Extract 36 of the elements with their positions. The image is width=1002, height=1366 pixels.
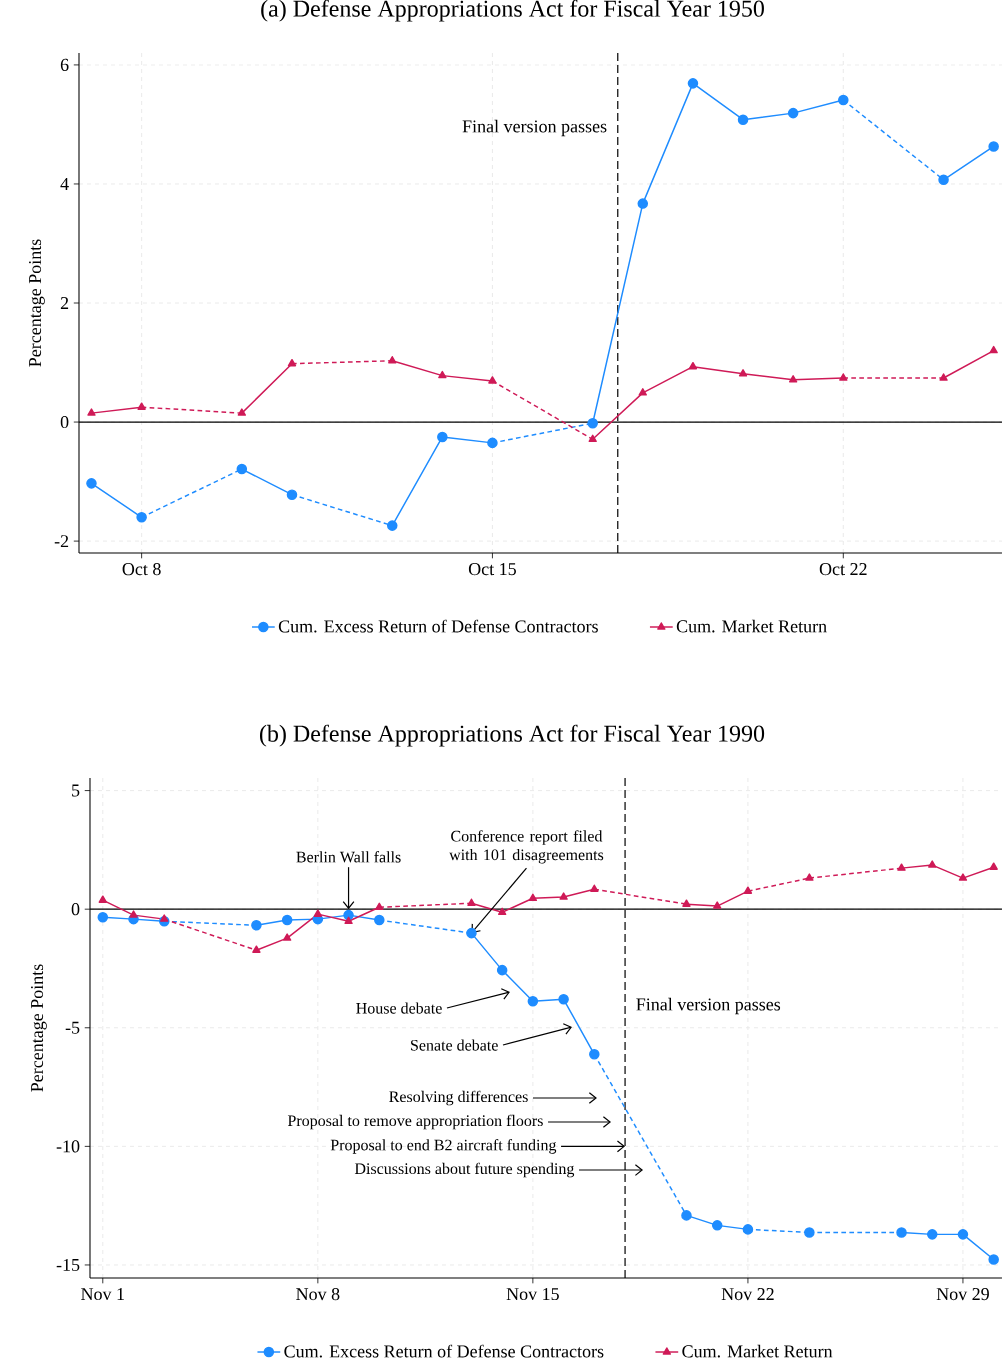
y-axis-title: Percentage Points bbox=[31, 964, 47, 1092]
x-tick-label: Oct 22 bbox=[819, 563, 867, 576]
annotation: Proposal to end B2 aircraft funding bbox=[330, 1139, 557, 1154]
annotation: Proposal to remove appropriation floors bbox=[287, 1114, 543, 1130]
y-tick-label: -2 bbox=[54, 535, 69, 548]
ref-line-label: Final version passes bbox=[636, 997, 781, 1015]
annotation: Discussions about future spending bbox=[354, 1162, 575, 1178]
y-tick-label: -10 bbox=[56, 1140, 80, 1153]
x-tick-label: Nov 15 bbox=[506, 1288, 559, 1301]
annotation: Senate debate bbox=[411, 1039, 498, 1051]
x-tick-label: Oct 15 bbox=[468, 563, 516, 576]
x-tick-label: Nov 22 bbox=[721, 1288, 774, 1301]
x-tick-label: Nov 29 bbox=[936, 1288, 989, 1301]
legend-label: Cum. Market Return bbox=[676, 619, 827, 633]
y-tick-label: 2 bbox=[60, 297, 69, 309]
x-tick-label: Nov 8 bbox=[296, 1288, 340, 1301]
annotation: Berlin Wall falls bbox=[296, 851, 401, 863]
chart-title: (b) Defense Appropriations Act for Fiscal Year 1990 bbox=[259, 724, 765, 747]
annotation: Resolving differences bbox=[389, 1090, 528, 1106]
y-tick-label: -5 bbox=[65, 1021, 80, 1034]
legend-label: Cum. Excess Return of Defense Contractors bbox=[284, 1344, 604, 1358]
legend-label: Cum. Excess Return of Defense Contractors bbox=[278, 619, 598, 633]
y-tick-label: 5 bbox=[72, 784, 80, 797]
y-tick-label: 4 bbox=[60, 178, 69, 190]
annotation: House debate bbox=[356, 1002, 442, 1014]
x-tick-label: Oct 8 bbox=[122, 563, 161, 576]
legend-label: Cum. Market Return bbox=[682, 1344, 833, 1358]
y-tick-label: 0 bbox=[71, 903, 80, 916]
y-tick-label: 0 bbox=[60, 415, 69, 429]
y-tick-label: 6 bbox=[60, 58, 69, 71]
y-tick-label: -15 bbox=[56, 1258, 80, 1271]
chart-title: (a) Defense Appropriations Act for Fiscal Year 1950 bbox=[261, 0, 764, 22]
annotation: Conference report filed with 101 disagreements bbox=[449, 830, 604, 864]
ref-line-label: Final version passes bbox=[462, 119, 607, 137]
x-tick-label: Nov 1 bbox=[81, 1288, 124, 1301]
y-axis-title: Percentage Points bbox=[29, 239, 45, 367]
